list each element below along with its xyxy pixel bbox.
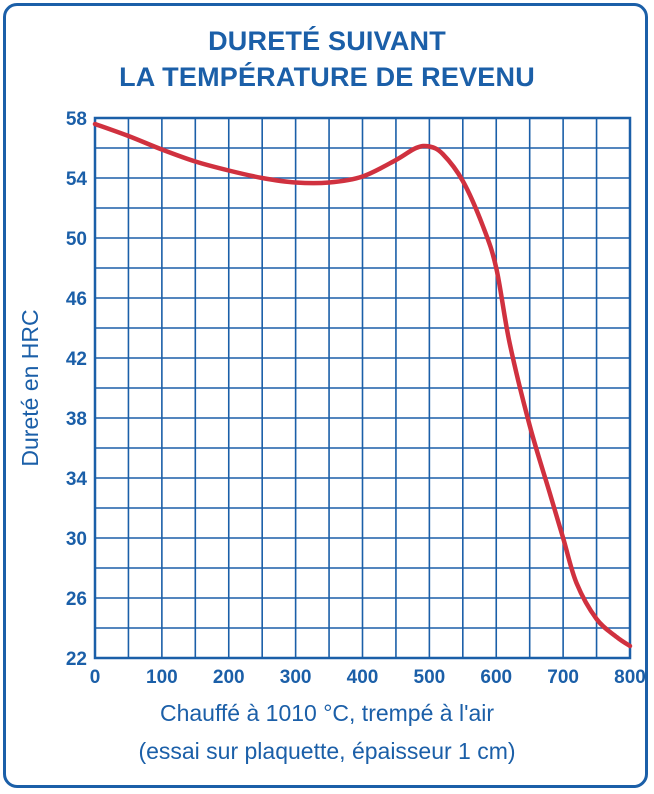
y-tick-label: 58 (66, 109, 87, 130)
y-tick-label: 46 (66, 289, 87, 310)
hardness-series-line (92, 121, 633, 649)
x-axis-label-line-2: (essai sur plaquette, épaisseur 1 cm) (138, 738, 516, 764)
y-tick-label: 34 (66, 469, 88, 490)
y-tick-label: 38 (66, 409, 87, 430)
x-tick-label: 600 (480, 667, 512, 688)
x-tick-label: 800 (614, 667, 646, 688)
x-tick-label: 0 (90, 667, 101, 688)
y-tick-label: 22 (66, 649, 87, 670)
y-tick-label: 50 (66, 229, 87, 250)
x-tick-label: 500 (414, 667, 446, 688)
y-tick-label: 54 (66, 169, 88, 190)
chart-title-line-2: LA TEMPÉRATURE DE REVENU (119, 62, 535, 92)
x-tick-label: 200 (213, 667, 245, 688)
x-axis-label-line-1: Chauffé à 1010 °C, trempé à l'air (159, 700, 495, 726)
x-tick-label: 300 (280, 667, 312, 688)
x-tick-label: 400 (347, 667, 379, 688)
chart-title-line-1: DURETÉ SUIVANT (208, 26, 446, 56)
x-tick-label: 100 (146, 667, 178, 688)
y-axis-label: Dureté en HRC (17, 309, 43, 466)
plot-area-border (93, 116, 632, 660)
y-tick-label: 42 (66, 349, 87, 370)
x-tick-label: 700 (547, 667, 579, 688)
chart-frame (3, 3, 648, 788)
y-tick-label: 26 (66, 589, 87, 610)
y-tick-label: 30 (66, 529, 87, 550)
